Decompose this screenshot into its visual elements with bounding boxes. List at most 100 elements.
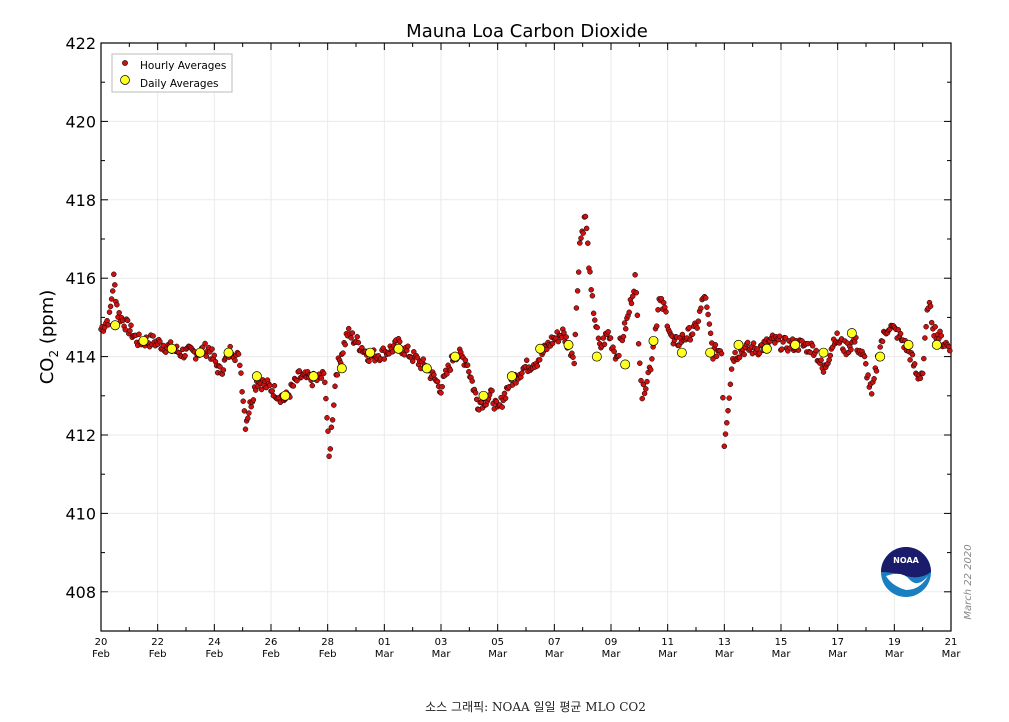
hourly-point xyxy=(217,364,223,370)
x-tick-label-day: 24 xyxy=(208,637,221,648)
x-tick-label-month: Mar xyxy=(658,649,678,660)
hourly-point xyxy=(473,396,480,403)
x-tick-label-month: Feb xyxy=(149,649,167,660)
hourly-point xyxy=(499,404,505,410)
hourly-point xyxy=(334,372,341,378)
hourly-point xyxy=(594,324,600,331)
hourly-point xyxy=(325,428,331,434)
hourly-point xyxy=(622,326,629,332)
hourly-point xyxy=(464,362,471,368)
hourly-point xyxy=(863,361,869,367)
x-tick-label-day: 11 xyxy=(661,637,674,648)
hourly-point xyxy=(489,387,495,394)
hourly-point xyxy=(643,386,649,392)
daily-point xyxy=(506,371,517,382)
y-tick-label: 410 xyxy=(65,504,96,523)
hourly-point xyxy=(923,323,929,330)
hourly-point xyxy=(873,368,880,374)
hourly-point xyxy=(328,424,335,431)
hourly-point xyxy=(641,390,648,397)
hourly-point xyxy=(348,335,354,341)
hourly-point xyxy=(150,333,156,339)
hourly-point xyxy=(754,346,760,352)
daily-point xyxy=(733,339,744,350)
x-tick-label-month: Mar xyxy=(828,649,848,660)
hourly-point xyxy=(466,369,472,375)
hourly-point xyxy=(744,339,751,346)
hourly-point xyxy=(865,372,871,378)
hourly-point xyxy=(203,353,210,359)
daily-point xyxy=(223,347,234,358)
daily-point xyxy=(308,371,319,382)
hourly-point xyxy=(827,352,834,359)
hourly-point xyxy=(750,340,757,346)
hourly-point xyxy=(472,390,479,396)
hourly-point xyxy=(439,383,445,390)
hourly-point xyxy=(271,382,278,389)
hourly-point xyxy=(741,351,747,358)
hourly-point xyxy=(447,367,454,373)
hourly-point xyxy=(583,225,590,232)
hourly-point xyxy=(689,331,696,337)
hourly-point xyxy=(639,395,645,402)
daily-point xyxy=(336,363,347,374)
x-tick-label-month: Mar xyxy=(602,649,622,660)
hourly-point xyxy=(326,453,332,460)
daily-point xyxy=(563,339,574,350)
hourly-point xyxy=(561,330,567,336)
x-tick-label-month: Feb xyxy=(319,649,337,660)
x-tick-label-day: 05 xyxy=(491,637,504,648)
hourly-point xyxy=(220,367,227,373)
hourly-point xyxy=(577,240,583,246)
hourly-point xyxy=(877,344,883,350)
hourly-point xyxy=(331,402,337,408)
hourly-point xyxy=(324,415,330,421)
hourly-point xyxy=(660,299,667,306)
hourly-point xyxy=(235,351,242,357)
hourly-point xyxy=(116,310,122,316)
hourly-point xyxy=(779,346,785,352)
daily-point xyxy=(110,320,121,331)
hourly-point xyxy=(634,312,641,319)
hourly-point xyxy=(712,342,719,348)
noaa-logo-text: NOAA xyxy=(893,556,919,565)
hourly-point xyxy=(818,357,824,363)
hourly-point xyxy=(355,339,362,346)
hourly-point xyxy=(105,322,112,328)
hourly-point xyxy=(728,366,735,372)
hourly-point xyxy=(519,370,525,376)
x-tick-label-day: 21 xyxy=(945,637,958,648)
hourly-point xyxy=(294,377,300,384)
hourly-point xyxy=(585,240,591,246)
hourly-point xyxy=(590,310,597,317)
hourly-point xyxy=(704,304,710,310)
hourly-point xyxy=(202,340,208,347)
hourly-point xyxy=(250,397,257,403)
hourly-point xyxy=(232,357,238,364)
hourly-point xyxy=(329,417,336,423)
daily-point xyxy=(478,390,489,401)
hourly-point xyxy=(928,319,935,326)
hourly-point xyxy=(647,366,654,373)
hourly-point xyxy=(238,370,244,376)
hourly-point xyxy=(713,353,720,360)
hourly-point xyxy=(111,271,117,278)
hourly-point xyxy=(366,358,372,365)
hourly-point xyxy=(907,357,913,363)
daily-point xyxy=(280,390,291,401)
hourly-point xyxy=(637,360,643,366)
daily-point xyxy=(705,347,716,358)
hourly-point xyxy=(245,415,251,422)
hourly-point xyxy=(756,350,763,357)
hourly-point xyxy=(848,346,854,353)
plot-frame xyxy=(100,42,952,632)
hourly-point xyxy=(420,356,427,362)
hourly-point xyxy=(405,343,411,350)
hourly-point xyxy=(600,335,607,341)
hourly-point xyxy=(523,357,530,364)
daily-point xyxy=(648,335,659,346)
hourly-point xyxy=(922,335,928,341)
hourly-point xyxy=(644,378,650,385)
x-tick-label-day: 22 xyxy=(151,637,164,648)
grid xyxy=(100,42,952,631)
